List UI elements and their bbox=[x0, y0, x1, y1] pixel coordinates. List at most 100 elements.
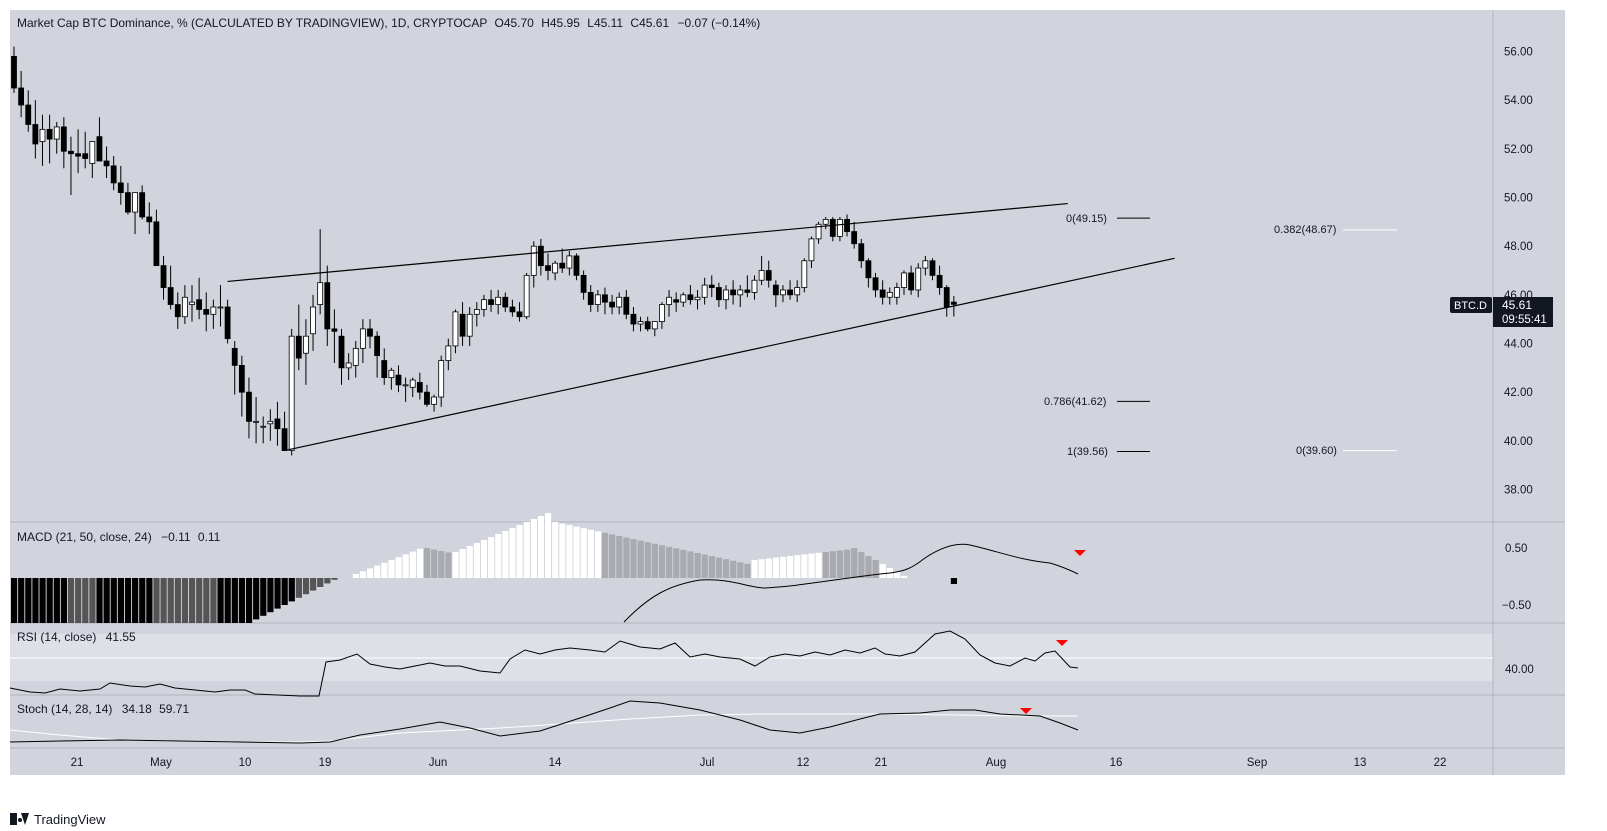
candle bbox=[922, 255, 929, 276]
candle bbox=[231, 341, 238, 395]
macd-bar bbox=[310, 578, 317, 591]
candle bbox=[865, 258, 872, 288]
candle bbox=[858, 238, 865, 269]
candle bbox=[60, 117, 67, 169]
candle-body-down bbox=[416, 382, 423, 393]
candle-body-down bbox=[459, 313, 466, 337]
candle-body-up bbox=[893, 287, 900, 298]
candle-body-up bbox=[651, 321, 658, 330]
candle bbox=[879, 280, 886, 305]
macd-bar bbox=[238, 578, 246, 623]
time-tick-label: 14 bbox=[549, 757, 562, 769]
macd-bar bbox=[836, 550, 844, 578]
macd-bar bbox=[295, 578, 302, 598]
candle bbox=[445, 338, 452, 371]
candle bbox=[89, 141, 96, 179]
candle-body-up bbox=[616, 296, 623, 308]
candle bbox=[829, 216, 836, 242]
candle bbox=[737, 285, 744, 307]
stoch-k-line bbox=[9, 700, 1079, 744]
candle bbox=[602, 287, 608, 315]
macd-bar bbox=[851, 548, 858, 578]
price-pane[interactable] bbox=[10, 10, 1493, 522]
candle-body-down bbox=[687, 294, 694, 301]
candle-body-down bbox=[117, 182, 124, 194]
macd-bar bbox=[75, 578, 82, 623]
trendline-upper[interactable] bbox=[227, 202, 1068, 283]
candle bbox=[637, 316, 644, 332]
stoch-pane[interactable] bbox=[10, 695, 1493, 748]
macd-bar bbox=[516, 525, 523, 578]
candle bbox=[395, 365, 402, 393]
macd-bar bbox=[879, 564, 886, 578]
macd-bar bbox=[395, 557, 402, 578]
candle bbox=[723, 285, 729, 310]
low-value: 45.11 bbox=[594, 16, 623, 30]
macd-bar bbox=[288, 578, 295, 602]
trendline-lower[interactable] bbox=[284, 257, 1175, 452]
candle bbox=[772, 280, 779, 307]
candle bbox=[18, 70, 25, 118]
macd-bar bbox=[950, 578, 958, 584]
candle bbox=[466, 307, 473, 346]
candle bbox=[659, 302, 665, 329]
candle bbox=[402, 377, 409, 402]
macd-bar bbox=[822, 552, 829, 578]
candle-body-down bbox=[673, 299, 680, 303]
macd-bar bbox=[901, 576, 908, 578]
macd-bar bbox=[865, 556, 872, 578]
macd-bar bbox=[117, 578, 124, 623]
macd-bar bbox=[573, 526, 580, 578]
time-tick-label: Aug bbox=[986, 757, 1006, 769]
candle-body-down bbox=[374, 335, 381, 357]
candle bbox=[573, 253, 580, 281]
macd-bar bbox=[352, 574, 359, 578]
candles bbox=[11, 46, 957, 456]
macd-signal-line bbox=[623, 543, 1079, 623]
stoch-legend: Stoch (14, 28, 14) 34.18 59.71 bbox=[17, 702, 189, 716]
candle bbox=[459, 302, 466, 346]
candle bbox=[694, 289, 701, 310]
brand-name: TradingView bbox=[34, 811, 106, 827]
candle bbox=[851, 221, 858, 249]
candle-body-up bbox=[445, 345, 452, 361]
macd-bar bbox=[317, 578, 324, 587]
candle bbox=[224, 299, 231, 344]
candle-body-down bbox=[715, 287, 722, 301]
macd-bar bbox=[381, 562, 388, 578]
candle bbox=[345, 353, 352, 380]
candle-body-down bbox=[103, 160, 110, 167]
macd-bar bbox=[772, 557, 780, 578]
candle bbox=[623, 289, 630, 320]
candle bbox=[25, 90, 32, 132]
candle-body-down bbox=[943, 287, 950, 308]
candle-body-down bbox=[167, 287, 174, 305]
macd-bar bbox=[530, 519, 537, 578]
candle-body-down bbox=[872, 277, 879, 291]
candle-body-up bbox=[552, 262, 559, 274]
candle bbox=[488, 289, 494, 312]
candle-body-down bbox=[772, 284, 779, 296]
last-price: 45.61 bbox=[1502, 298, 1532, 312]
candle-body-down bbox=[730, 289, 737, 296]
candle bbox=[701, 277, 708, 305]
macd-bar bbox=[160, 578, 167, 623]
macd-bar bbox=[174, 578, 181, 623]
macd-bar bbox=[594, 531, 602, 578]
candle bbox=[680, 292, 687, 307]
tradingview-logo-icon bbox=[10, 813, 29, 825]
macd-bar bbox=[687, 551, 694, 578]
symbol-badge-text: BTC.D bbox=[1454, 300, 1487, 312]
time-tick-label: Jul bbox=[700, 757, 715, 769]
candle-body-up bbox=[808, 238, 815, 262]
candle-body-up bbox=[253, 420, 259, 423]
macd-bar bbox=[103, 578, 110, 623]
candle-body-down bbox=[274, 418, 281, 430]
macd-bar bbox=[872, 560, 879, 578]
macd-bar bbox=[281, 578, 288, 605]
candle-body-up bbox=[481, 299, 487, 310]
low-label: L bbox=[587, 16, 594, 30]
macd-bar bbox=[758, 559, 765, 578]
candle-body-down bbox=[829, 218, 836, 237]
